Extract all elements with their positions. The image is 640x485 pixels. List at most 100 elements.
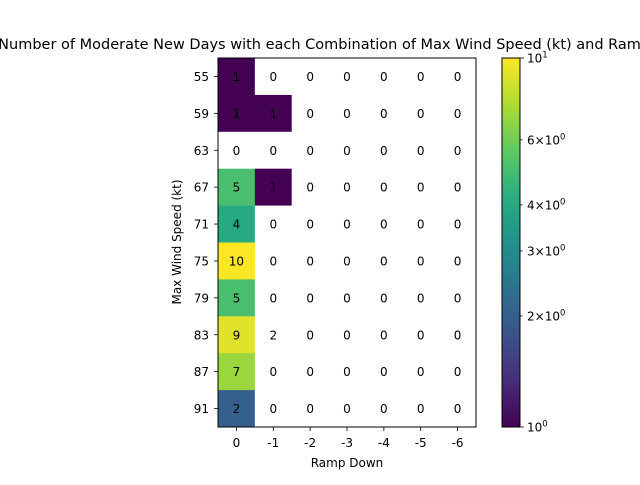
colorbar-ticks: 101 6×100 4×100 3×100 2×100 100 bbox=[520, 51, 565, 435]
heatmap-cell bbox=[402, 205, 440, 243]
heatmap-cell bbox=[254, 353, 293, 391]
heatmap-cell bbox=[402, 131, 440, 169]
heatmap-cell bbox=[291, 353, 329, 391]
heatmap-cell bbox=[328, 353, 366, 391]
heatmap-cell bbox=[365, 390, 403, 428]
cell-value: 0 bbox=[269, 218, 277, 232]
cell-value: 2 bbox=[269, 328, 277, 342]
cell-value: 0 bbox=[343, 144, 351, 158]
cell-value: 0 bbox=[380, 218, 388, 232]
cell-value: 0 bbox=[306, 402, 314, 416]
heatmap-cell bbox=[328, 390, 366, 428]
y-tick-label: 55 bbox=[194, 70, 209, 84]
heatmap-cell bbox=[402, 316, 440, 354]
heatmap-cell bbox=[402, 94, 440, 133]
cell-value: 0 bbox=[343, 254, 351, 268]
cell-value: 0 bbox=[343, 402, 351, 416]
cell-value: 0 bbox=[269, 291, 277, 305]
cell-value: 0 bbox=[269, 144, 277, 158]
y-tick-label: 83 bbox=[194, 328, 209, 342]
chart-title: Number of Moderate New Days with each Co… bbox=[0, 37, 640, 53]
x-tick-label: -3 bbox=[341, 436, 353, 450]
heatmap-cell bbox=[402, 58, 440, 96]
y-tick-label: 75 bbox=[194, 254, 209, 268]
heatmap-cell bbox=[439, 279, 477, 317]
heatmap-cell bbox=[218, 205, 256, 243]
cell-value: 0 bbox=[454, 291, 462, 305]
heatmap-cell bbox=[439, 58, 477, 96]
x-axis-label: Ramp Down bbox=[311, 456, 384, 470]
heatmap-cell bbox=[402, 353, 440, 391]
x-tick-label: -2 bbox=[304, 436, 316, 450]
x-tick-label: -1 bbox=[267, 436, 279, 450]
colorbar-tick-label: 2×100 bbox=[527, 308, 565, 323]
cell-value: 1 bbox=[269, 181, 277, 195]
cell-value: 0 bbox=[306, 254, 314, 268]
cell-value: 0 bbox=[454, 70, 462, 84]
cell-value: 0 bbox=[343, 365, 351, 379]
cell-value: 1 bbox=[269, 107, 277, 121]
cell-value: 1 bbox=[233, 107, 241, 121]
cell-value: 0 bbox=[417, 181, 425, 195]
x-tick-label: -4 bbox=[378, 436, 390, 450]
heatmap-cell bbox=[254, 168, 293, 206]
heatmap-cell bbox=[439, 168, 477, 206]
heatmap-cell bbox=[365, 242, 403, 280]
heatmap-cell bbox=[439, 353, 477, 391]
heatmap-cell bbox=[291, 316, 329, 354]
cell-value: 0 bbox=[306, 107, 314, 121]
cell-value: 0 bbox=[306, 144, 314, 158]
colorbar bbox=[501, 57, 521, 428]
heatmap-cell bbox=[291, 390, 329, 428]
y-tick-label: 59 bbox=[194, 107, 209, 121]
cell-value: 0 bbox=[380, 291, 388, 305]
cell-value: 0 bbox=[343, 181, 351, 195]
cell-value: 0 bbox=[454, 144, 462, 158]
heatmap-cell bbox=[328, 168, 366, 206]
heatmap-cell bbox=[365, 316, 403, 354]
cell-value: 0 bbox=[306, 181, 314, 195]
y-tick-label: 67 bbox=[194, 181, 209, 195]
colorbar-tick-label: 6×100 bbox=[527, 132, 565, 147]
heatmap-cell bbox=[218, 94, 256, 133]
y-tick-label: 91 bbox=[194, 402, 209, 416]
cell-value: 0 bbox=[417, 328, 425, 342]
cell-value: 0 bbox=[380, 70, 388, 84]
cell-value: 0 bbox=[454, 181, 462, 195]
cell-value: 0 bbox=[380, 254, 388, 268]
heatmap-cell bbox=[328, 58, 366, 96]
heatmap-cell bbox=[328, 94, 366, 133]
heatmap-cell bbox=[254, 58, 293, 96]
colorbar-tick-label: 4×100 bbox=[527, 197, 565, 212]
heatmap-cell bbox=[365, 131, 403, 169]
heatmap-cell bbox=[218, 131, 256, 169]
cell-value: 0 bbox=[454, 218, 462, 232]
cell-value: 4 bbox=[233, 218, 241, 232]
x-tick-label: 0 bbox=[233, 436, 241, 450]
heatmap-cell bbox=[365, 58, 403, 96]
cell-value: 0 bbox=[306, 70, 314, 84]
heatmap-cell bbox=[328, 131, 366, 169]
cell-value: 0 bbox=[380, 181, 388, 195]
heatmap-cell bbox=[291, 242, 329, 280]
cell-value: 0 bbox=[343, 328, 351, 342]
heatmap-cell bbox=[291, 58, 329, 96]
cell-value: 0 bbox=[343, 218, 351, 232]
cell-value: 9 bbox=[233, 328, 241, 342]
heatmap-cell bbox=[328, 316, 366, 354]
cell-value: 1 bbox=[233, 70, 241, 84]
heatmap-cell bbox=[439, 205, 477, 243]
cell-value: 0 bbox=[306, 291, 314, 305]
cell-value: 0 bbox=[454, 365, 462, 379]
cell-value: 0 bbox=[269, 254, 277, 268]
cell-value: 0 bbox=[380, 144, 388, 158]
y-tick-label: 79 bbox=[194, 291, 209, 305]
heatmap-cell bbox=[328, 205, 366, 243]
cell-value: 0 bbox=[306, 328, 314, 342]
colorbar-tick-label: 100 bbox=[527, 420, 548, 435]
y-axis-ticks: 55 59 63 67 71 75 79 83 87 91 bbox=[194, 70, 218, 416]
heatmap-cell bbox=[291, 205, 329, 243]
heatmap-cell bbox=[218, 390, 256, 428]
cell-value: 0 bbox=[417, 218, 425, 232]
